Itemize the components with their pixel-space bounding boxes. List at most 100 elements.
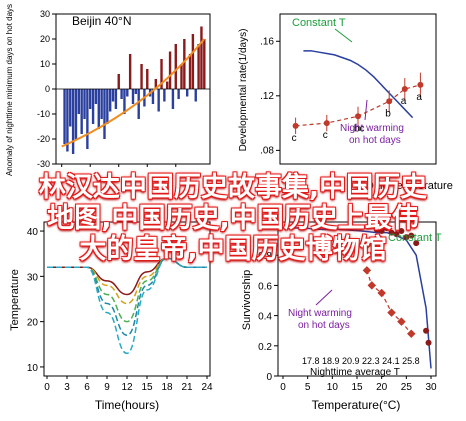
bar [123, 89, 126, 114]
x-tick-label: 0 [280, 382, 286, 393]
y-tick-label: .12 [260, 91, 274, 102]
constant-point [403, 234, 410, 241]
y-tick-label: 40 [27, 227, 39, 238]
x-tick-label: 21 [181, 382, 193, 393]
y-tick-label: .16 [260, 36, 274, 47]
panel-1-ylabel: Anomaly of nighttime minimum days on hot… [5, 4, 14, 176]
bar [83, 89, 86, 119]
bar [194, 89, 197, 102]
bar [200, 26, 203, 89]
panel-3-temperature-profiles: 10 20 30 40 0 3 6 9 12 15 18 21 24 [27, 227, 213, 393]
panel-2-night-label-2: on hot days [349, 135, 401, 146]
data-point [386, 98, 393, 105]
x-tick-label: 12 [121, 382, 133, 393]
significance-letter: bc [354, 123, 365, 134]
bar [183, 39, 186, 89]
bar [197, 44, 200, 89]
constant-point [373, 226, 380, 233]
y-tick-label: 10 [40, 59, 50, 69]
bar [191, 34, 195, 89]
bar [151, 89, 155, 104]
panel-2-frame [279, 13, 437, 165]
bar [185, 89, 189, 97]
bar [188, 54, 192, 89]
diamond-point [387, 308, 396, 317]
bar [157, 89, 160, 112]
bar [69, 89, 72, 127]
y-tick-label: 10 [27, 363, 39, 374]
data-point [292, 122, 299, 129]
bar [100, 89, 103, 119]
y-tick-label: 0 [266, 372, 272, 383]
data-point [417, 81, 424, 88]
constant-point [388, 229, 395, 236]
x-tick-label: 6 [84, 382, 90, 393]
bar [63, 89, 66, 144]
bar [154, 79, 158, 89]
y-tick-label: -10 [37, 109, 50, 119]
temperature-series [47, 257, 208, 323]
bar [103, 89, 106, 139]
bar [146, 69, 149, 89]
panel-4-avg-label: Nighttime average T [310, 367, 400, 378]
panel-2-xlabel: Daily temperature [366, 180, 453, 192]
bar [71, 89, 75, 154]
bar [134, 89, 138, 94]
panel-2-night-label-1: Night warming [340, 123, 404, 134]
y-tick-label: -30 [37, 159, 50, 169]
bar [86, 89, 89, 149]
bar [94, 89, 98, 104]
trend-line [61, 38, 206, 148]
data-point [401, 86, 408, 92]
bar [126, 89, 129, 97]
temperature-series [47, 257, 208, 336]
bar [114, 89, 118, 109]
data-point [323, 120, 330, 127]
x-tick-label: 30 [425, 382, 437, 393]
bar [117, 74, 120, 89]
bar [137, 89, 140, 119]
y-tick-label: .08 [260, 145, 274, 156]
constant-arrow [364, 235, 383, 251]
panel-1-bar-chart: -30 -20 -10 0 10 20 30 [37, 9, 210, 169]
bar [80, 89, 83, 134]
constant-point [425, 339, 432, 346]
panel-4-sub-values: 17.8 18.9 20.9 22.3 24.1 25.8 [302, 356, 420, 366]
x-tick-label: 18 [161, 382, 173, 393]
constant-point [423, 327, 430, 334]
panel-4-night-label-1: Night warming [288, 308, 352, 319]
y-tick-label: 0.8 [258, 251, 272, 262]
constant-point [393, 231, 400, 238]
y-tick-label: -20 [37, 134, 50, 144]
diamond-point [377, 288, 386, 298]
x-tick-label: 15 [351, 382, 363, 393]
panel-3-ylabel: Temperature [9, 269, 21, 331]
bar [66, 89, 69, 152]
night-arrow [364, 99, 368, 121]
bar [108, 89, 112, 112]
x-tick-label: 0 [44, 382, 50, 393]
panel-1-title: Beijin 40°N [72, 14, 132, 28]
bar [111, 89, 115, 102]
bar [180, 64, 183, 89]
bar [74, 89, 78, 139]
bar [168, 51, 172, 89]
y-tick-label: 20 [27, 318, 39, 329]
panel-3-xlabel: Time(hours) [95, 398, 159, 412]
constant-point [378, 228, 385, 235]
constant-point [413, 240, 420, 247]
bar [77, 89, 81, 114]
y-tick-label: 30 [27, 272, 39, 283]
bar [171, 89, 175, 109]
y-tick-label: 0.6 [258, 281, 272, 292]
x-tick-label: 20 [376, 382, 388, 393]
panel-4-ylabel: Survivorship [241, 270, 253, 331]
x-tick-label: 9 [104, 382, 110, 393]
y-tick-label: 30 [40, 9, 50, 19]
bar [203, 39, 206, 89]
bar [177, 89, 180, 99]
overlay-title-line-2: 地图,中国历史,中国历史上最伟 [47, 203, 419, 234]
y-tick-label: 0 [45, 84, 50, 94]
